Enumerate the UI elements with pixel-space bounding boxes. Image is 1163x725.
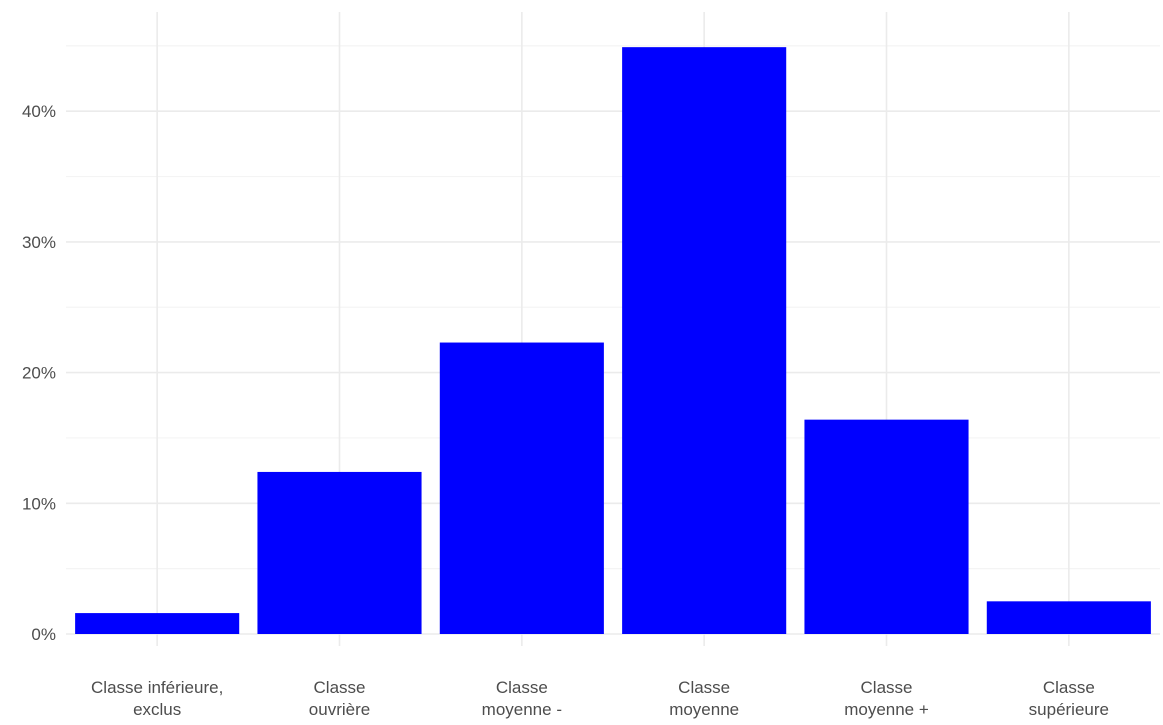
bar bbox=[986, 601, 1151, 634]
x-tick-label: Classe moyenne - bbox=[482, 678, 562, 719]
bar bbox=[439, 342, 604, 634]
x-tick-label-line: exclus bbox=[133, 700, 181, 719]
x-tick-label-line: supérieure bbox=[1029, 700, 1109, 719]
y-tick-label: 30% bbox=[22, 233, 56, 252]
x-tick-label-line: Classe bbox=[314, 678, 366, 697]
x-tick-label: Classe moyenne bbox=[669, 678, 739, 719]
y-tick-label: 10% bbox=[22, 494, 56, 513]
y-tick-label: 40% bbox=[22, 102, 56, 121]
y-tick-label: 0% bbox=[31, 625, 56, 644]
bar bbox=[804, 419, 969, 634]
x-tick-label-line: moyenne - bbox=[482, 700, 562, 719]
minor-gridlines bbox=[66, 45, 1160, 570]
x-tick-label: Classe moyenne + bbox=[844, 678, 929, 719]
y-axis: 0% 10% 20% 30% 40% bbox=[22, 102, 56, 644]
bar bbox=[257, 471, 422, 634]
bars bbox=[75, 47, 1151, 635]
x-tick-label-line: Classe bbox=[678, 678, 730, 697]
y-tick-label: 20% bbox=[22, 364, 56, 383]
x-tick-label-line: moyenne bbox=[669, 700, 739, 719]
x-tick-label-line: Classe inférieure, bbox=[91, 678, 223, 697]
bar bbox=[75, 613, 240, 634]
x-tick-label: Classe inférieure, exclus bbox=[91, 678, 223, 719]
major-gridlines bbox=[66, 12, 1160, 646]
x-tick-label: Classe supérieure bbox=[1029, 678, 1109, 719]
x-tick-label-line: moyenne + bbox=[844, 700, 929, 719]
x-tick-label-line: ouvrière bbox=[309, 700, 370, 719]
x-tick-label: Classe ouvrière bbox=[309, 678, 370, 719]
x-tick-label-line: Classe bbox=[1043, 678, 1095, 697]
bar bbox=[622, 47, 787, 635]
x-tick-label-line: Classe bbox=[496, 678, 548, 697]
x-tick-label-line: Classe bbox=[861, 678, 913, 697]
